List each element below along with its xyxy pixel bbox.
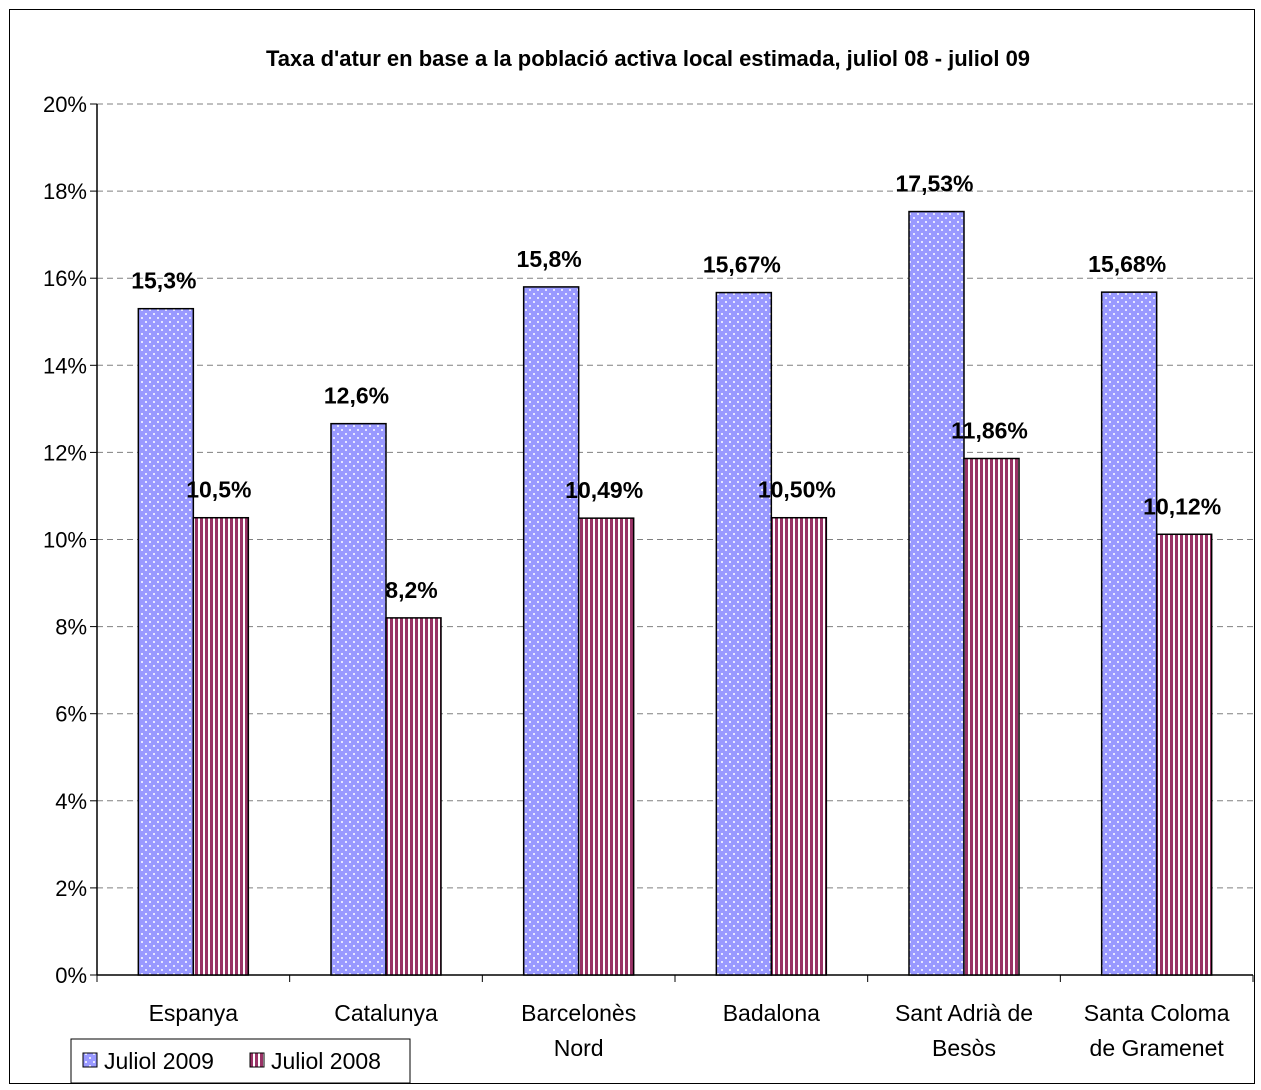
x-tick-label: Sant Adrià de [895,1000,1033,1026]
data-label: 12,6% [324,383,389,409]
x-tick-label: Santa Coloma [1084,1000,1230,1026]
y-tick-label: 4% [55,789,87,814]
data-label: 15,3% [131,268,196,294]
y-tick-label: 8% [55,615,87,640]
bar-juliol-2008 [770,516,828,976]
data-label: 10,50% [758,477,836,503]
legend-label: Juliol 2008 [271,1048,381,1074]
legend-swatch [249,1052,265,1068]
bar-juliol-2009 [1100,291,1158,976]
x-tick-label: Badalona [723,1000,820,1026]
x-tick-label: de Gramenet [1090,1035,1225,1061]
bar-juliol-2008 [577,517,635,976]
bar-juliol-2008 [385,617,442,976]
legend: Juliol 2009 Juliol 2008 [70,1038,411,1084]
bar-juliol-2008 [192,516,250,976]
x-tick-label: Espanya [149,1000,239,1026]
y-tick-label: 14% [43,353,87,378]
legend-label: Juliol 2009 [104,1048,214,1074]
y-tick-label: 6% [55,702,87,727]
data-label: 15,68% [1088,251,1166,277]
bar-juliol-2008 [1155,533,1213,976]
data-label: 11,86% [951,417,1028,443]
data-label: 8,2% [385,577,437,603]
bar-juliol-2009 [137,307,195,976]
category-labels: Espanya Catalunya Barcelonès Nord Badalona Sa… [149,1000,1230,1061]
data-label: 10,5% [186,477,251,503]
data-label: 10,49% [565,477,643,503]
legend-box [70,1038,411,1084]
x-tick-label: Nord [554,1035,604,1061]
y-tick-label: 18% [43,179,87,204]
axes: 0% 2% 4% 6% 8% 10% 12% 14% 16% 18% 20% [43,92,1254,988]
y-tick-label: 0% [55,963,87,988]
x-tick-label: Barcelonès [521,1000,636,1026]
bar-juliol-2008 [963,457,1020,976]
bar-juliol-2009 [908,210,965,976]
y-tick-label: 2% [55,876,87,901]
bar-juliol-2009 [715,291,773,976]
y-tick-label: 12% [43,440,87,465]
bars [137,210,1213,976]
data-labels: 15,3% 10,5% 12,6% 8,2% 15,8% 10,49% 15,67% 10,5… [131,171,1221,603]
gridlines [97,103,1253,889]
bar-juliol-2009 [330,422,387,976]
x-tick-label: Besòs [932,1035,996,1061]
bar-juliol-2009 [522,286,580,976]
data-label: 15,8% [517,246,582,272]
data-label: 15,67% [703,252,781,278]
chart-title: Taxa d'atur en base a la població activa… [266,46,1030,71]
y-tick-label: 10% [43,528,87,553]
y-tick-label: 20% [43,92,87,117]
x-tick-label: Catalunya [334,1000,438,1026]
legend-swatch [82,1052,98,1068]
data-label: 17,53% [895,171,973,197]
y-tick-label: 16% [43,266,87,291]
data-label: 10,12% [1143,493,1221,519]
